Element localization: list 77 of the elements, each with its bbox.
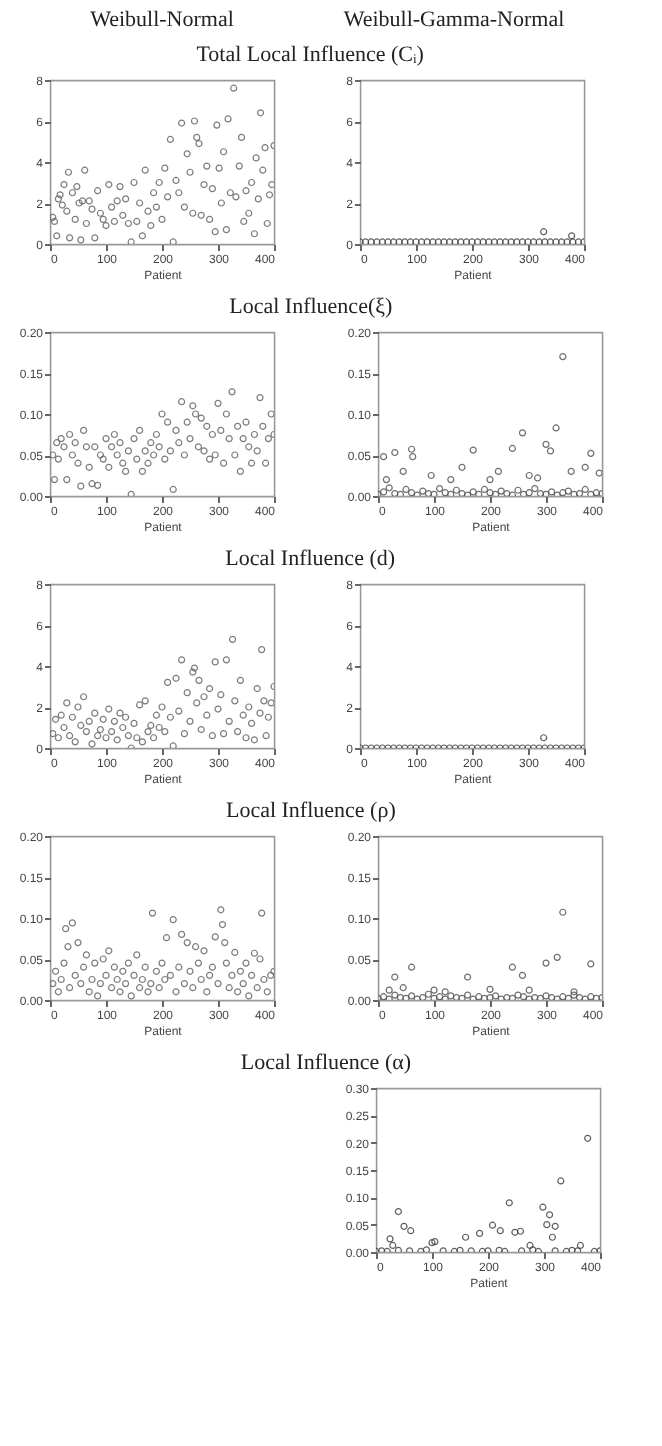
chart-subtitle: Weibull-Normal xyxy=(90,8,234,32)
point xyxy=(511,1228,519,1236)
point xyxy=(559,908,567,916)
point xyxy=(514,991,522,999)
point xyxy=(542,959,550,967)
chart-title: Total Local Influence (Cᵢ) xyxy=(196,43,425,68)
point xyxy=(486,985,494,993)
point xyxy=(568,1246,576,1252)
point xyxy=(394,1246,402,1252)
chart-title: Local Influence (d) xyxy=(225,547,396,572)
point xyxy=(396,993,404,1000)
point xyxy=(402,994,410,1000)
point xyxy=(559,993,567,1000)
point xyxy=(587,960,595,968)
point xyxy=(422,1246,430,1252)
point xyxy=(576,1241,584,1250)
point xyxy=(570,991,578,999)
point xyxy=(520,993,528,1000)
point xyxy=(531,993,539,1000)
point xyxy=(475,993,483,1000)
point xyxy=(508,963,516,971)
point xyxy=(476,1229,484,1238)
point xyxy=(436,993,444,1000)
point xyxy=(430,986,438,994)
chart-title: Local Influence(ξ) xyxy=(229,295,394,320)
point xyxy=(394,1207,402,1216)
point xyxy=(408,963,416,971)
chart-title: Local Influence (ρ) xyxy=(225,799,397,824)
point xyxy=(525,986,533,994)
point xyxy=(486,993,494,1000)
point xyxy=(587,993,595,1000)
point xyxy=(505,1199,513,1207)
point xyxy=(496,1227,504,1235)
point xyxy=(441,988,449,996)
point xyxy=(548,1233,556,1241)
point xyxy=(424,990,432,998)
point xyxy=(447,992,455,1000)
point xyxy=(408,992,416,1000)
chart-subtitle: Weibull-Gamma-Normal xyxy=(343,8,565,32)
point xyxy=(492,992,500,1000)
point xyxy=(431,1238,439,1246)
point xyxy=(419,993,427,1000)
point xyxy=(386,1235,394,1243)
point xyxy=(407,1227,415,1235)
point xyxy=(526,1241,534,1250)
point xyxy=(464,991,472,999)
point xyxy=(584,1134,592,1142)
point xyxy=(391,973,399,981)
point xyxy=(428,1239,436,1247)
point xyxy=(503,993,511,1000)
point xyxy=(570,988,578,996)
point xyxy=(400,1222,408,1230)
point xyxy=(452,993,460,1000)
point xyxy=(391,991,399,999)
point xyxy=(516,1227,525,1235)
point xyxy=(539,1203,547,1211)
point xyxy=(458,994,466,1000)
point xyxy=(551,1222,559,1230)
chart-title: Local Influence (α) xyxy=(240,1051,412,1076)
point xyxy=(576,993,584,1000)
point xyxy=(380,993,388,1000)
point xyxy=(529,1246,537,1252)
point xyxy=(456,1246,464,1252)
point xyxy=(553,953,561,961)
point xyxy=(464,973,472,981)
point xyxy=(399,984,407,992)
point xyxy=(389,1241,397,1250)
point xyxy=(430,994,438,1000)
point xyxy=(488,1221,497,1229)
point xyxy=(557,1177,565,1185)
point xyxy=(518,971,527,979)
point xyxy=(542,992,550,1000)
point xyxy=(543,1221,551,1229)
point xyxy=(546,1211,554,1219)
point xyxy=(462,1233,470,1241)
point xyxy=(385,986,393,994)
point xyxy=(548,993,556,1000)
